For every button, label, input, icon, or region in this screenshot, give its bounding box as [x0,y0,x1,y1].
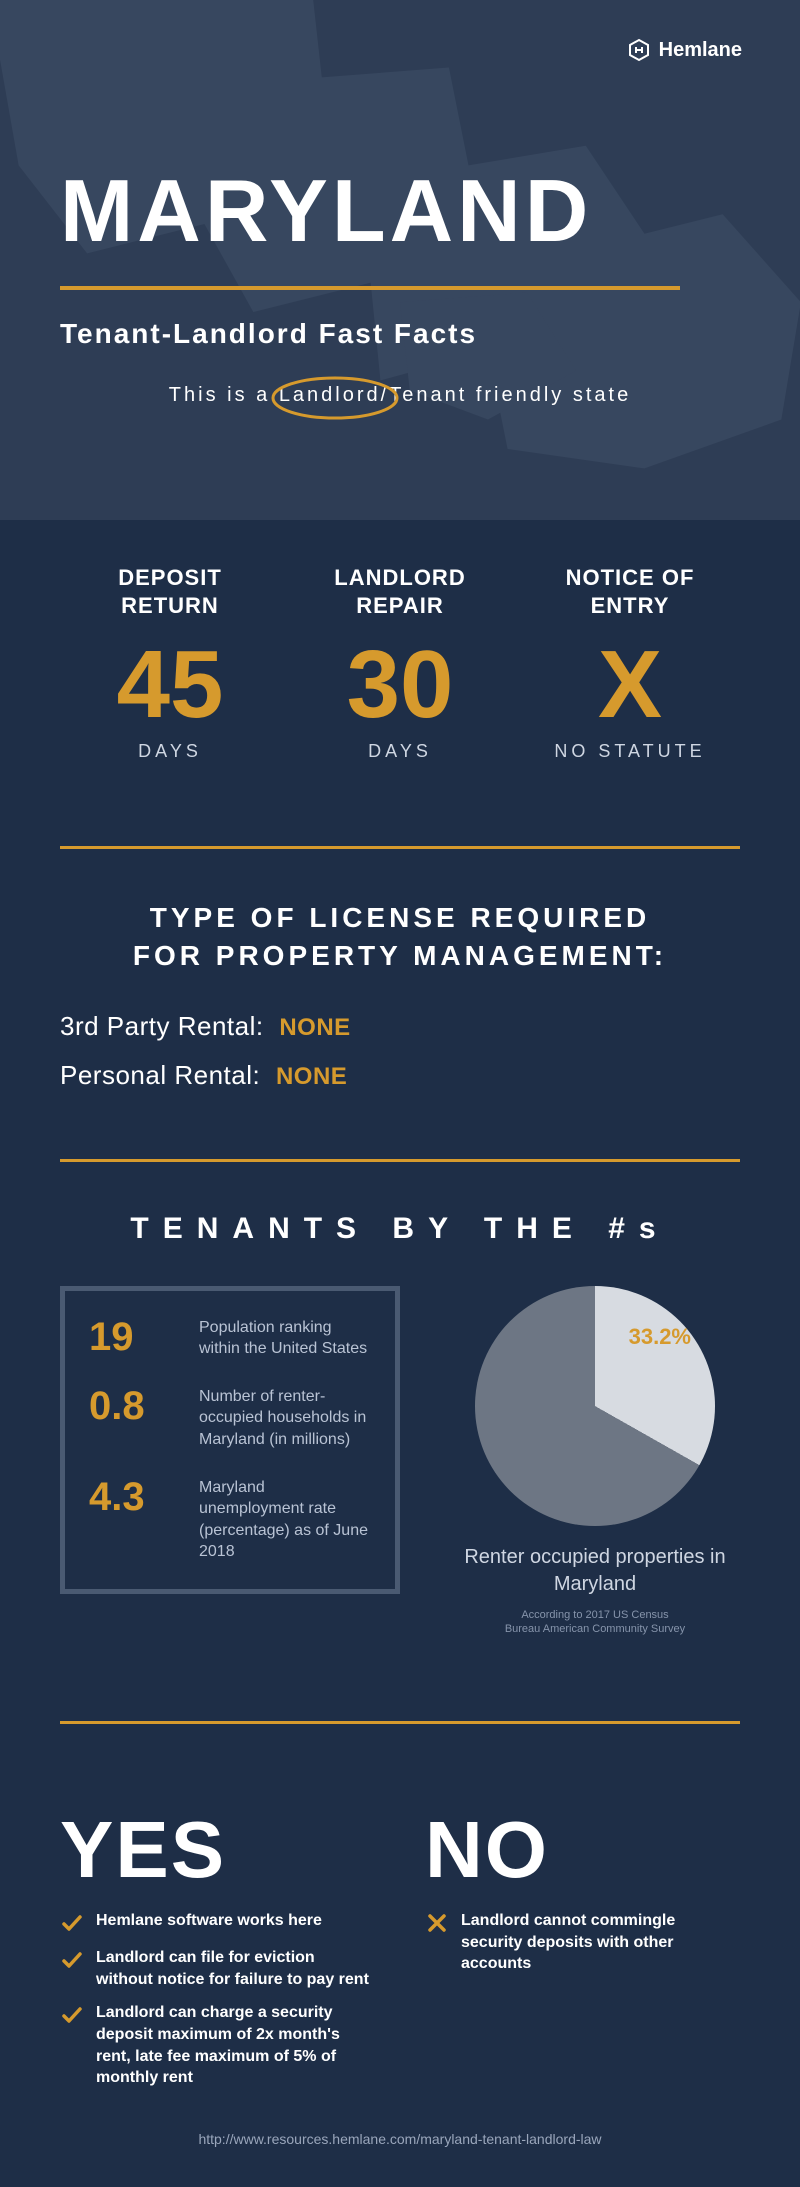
license-row: Personal Rental: NONE [60,1060,740,1091]
tenants-title: TENANTS BY THE #s [60,1212,740,1246]
subtitle: Tenant-Landlord Fast Facts [60,318,740,350]
stats-box: 19 Population ranking within the United … [60,1286,400,1594]
tenants-grid: 19 Population ranking within the United … [60,1286,740,1638]
stat-notice-entry: NOTICE OF ENTRY X NO STATUTE [520,564,740,762]
pie-caption: Renter occupied properties in Maryland [450,1544,740,1598]
yesno-section: YES Hemlane software works here Landlord … [0,1764,800,2131]
check-icon [60,2003,84,2027]
stat-unit: DAYS [290,741,510,762]
stat-num: 4.3 [89,1477,179,1517]
divider [60,1721,740,1724]
license-section: TYPE OF LICENSE REQUIRED FOR PROPERTY MA… [0,889,800,1119]
stat-row: 19 Population ranking within the United … [89,1317,371,1360]
pie-source-line: Bureau American Community Survey [505,1623,685,1635]
stat-num: 0.8 [89,1386,179,1426]
stat-desc: Population ranking within the United Sta… [199,1317,371,1360]
stat-value: 30 [290,637,510,733]
no-title: NO [425,1804,740,1896]
license-row: 3rd Party Rental: NONE [60,1011,740,1042]
brand-icon [627,38,651,62]
license-value: NONE [279,1014,350,1041]
hero: Hemlane MARYLAND Tenant-Landlord Fast Fa… [0,0,800,520]
friendly-post: /Tenant friendly state [381,384,632,406]
page-title: MARYLAND [60,160,740,262]
license-title-line: TYPE OF LICENSE REQUIRED [150,902,651,933]
friendly-line: This is a Landlord /Tenant friendly stat… [60,384,740,407]
stat-value: X [520,637,740,733]
pie-chart: 33.2% [475,1286,715,1526]
stat-row: 0.8 Number of renter-occupied households… [89,1386,371,1451]
pie-wrap: 33.2% Renter occupied properties in Mary… [450,1286,740,1638]
license-title-line: FOR PROPERTY MANAGEMENT: [133,940,667,971]
yes-item-text: Landlord can charge a security deposit m… [96,2002,375,2088]
tenants-section: TENANTS BY THE #s 19 Population ranking … [0,1202,800,1682]
no-item: Landlord cannot commingle security depos… [425,1910,740,1975]
yes-item: Landlord can file for eviction without n… [60,1947,375,1990]
stat-label-line: REPAIR [356,593,444,618]
brand-name: Hemlane [659,39,742,62]
stat-row: 4.3 Maryland unemployment rate (percenta… [89,1477,371,1563]
divider [60,846,740,849]
license-value: NONE [276,1063,347,1090]
stat-desc: Maryland unemployment rate (percentage) … [199,1477,371,1563]
circled-word-wrap: Landlord [279,384,381,407]
yes-column: YES Hemlane software works here Landlord … [60,1804,375,2101]
check-icon [60,1948,84,1972]
stats-section: DEPOSIT RETURN 45 DAYS LANDLORD REPAIR 30 … [0,520,800,806]
yes-title: YES [60,1804,375,1896]
brand-logo: Hemlane [627,38,742,62]
yes-item-text: Landlord can file for eviction without n… [96,1947,375,1990]
stat-value: 45 [60,637,280,733]
no-item-text: Landlord cannot commingle security depos… [461,1910,740,1975]
no-column: NO Landlord cannot commingle security de… [425,1804,740,2101]
friendly-pre: This is a [169,384,270,406]
divider [60,1159,740,1162]
yes-item: Landlord can charge a security deposit m… [60,2002,375,2088]
stat-label-line: LANDLORD [334,565,465,590]
stat-deposit-return: DEPOSIT RETURN 45 DAYS [60,564,280,762]
stat-landlord-repair: LANDLORD REPAIR 30 DAYS [290,564,510,762]
stat-label-line: RETURN [121,593,219,618]
pie-source-line: According to 2017 US Census [521,1609,668,1621]
license-title: TYPE OF LICENSE REQUIRED FOR PROPERTY MA… [60,899,740,975]
stat-unit: NO STATUTE [520,741,740,762]
pie-percent-label: 33.2% [629,1324,691,1350]
stat-unit: DAYS [60,741,280,762]
pie-source: According to 2017 US Census Bureau Ameri… [450,1608,740,1638]
stat-label-line: ENTRY [591,593,670,618]
stats-row: DEPOSIT RETURN 45 DAYS LANDLORD REPAIR 30 … [60,564,740,762]
yes-item: Hemlane software works here [60,1910,375,1935]
stat-num: 19 [89,1317,179,1357]
license-label: Personal Rental: [60,1060,260,1090]
stat-label-line: NOTICE OF [566,565,695,590]
cross-icon [425,1911,449,1935]
license-label: 3rd Party Rental: [60,1011,264,1041]
yes-item-text: Hemlane software works here [96,1910,322,1935]
title-rule [60,286,680,290]
check-icon [60,1911,84,1935]
stat-label-line: DEPOSIT [118,565,222,590]
footer-url: http://www.resources.hemlane.com/marylan… [0,2131,800,2187]
circled-word: Landlord [279,384,381,406]
stat-desc: Number of renter-occupied households in … [199,1386,371,1451]
